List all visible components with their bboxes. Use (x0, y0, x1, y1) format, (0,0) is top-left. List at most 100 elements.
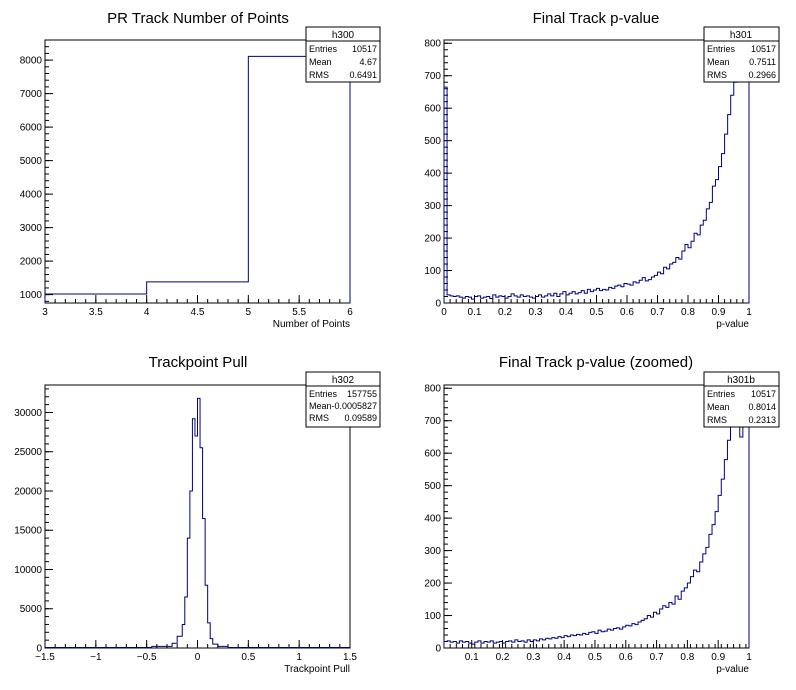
y-tick-label: 800 (424, 384, 441, 395)
plot-frame (44, 39, 351, 304)
x-tick-label: 4 (144, 307, 150, 318)
y-axis: 0 5000 10000 15000 20000 25000 30000 (14, 388, 53, 655)
x-tick-label: 0.1 (465, 652, 479, 663)
x-tick-label: 0.7 (651, 307, 665, 318)
y-tick-label: 3000 (20, 223, 43, 234)
x-tick-label: −1.5 (35, 652, 55, 663)
x-tick-label: 1 (296, 652, 302, 663)
x-axis: 3 3.5 4 4.5 5 5.5 6 (42, 295, 353, 318)
y-tick-label: 20000 (14, 486, 42, 497)
histogram-line (443, 42, 750, 303)
x-tick-label: 0.5 (588, 652, 602, 663)
stats-box: h300 Entries 10517 Mean 4.67 RMS 0.6491 (305, 26, 381, 83)
y-tick-label: 300 (424, 201, 441, 212)
stats-entries-label: Entries (707, 44, 736, 54)
plot-frame (443, 39, 750, 304)
stats-rms-value: 0.09589 (344, 413, 377, 423)
stats-box: h301b Entries 10517 Mean 0.8014 RMS 0.23… (703, 371, 780, 428)
x-axis-label: Trackpoint Pull (284, 664, 350, 675)
x-tick-label: 0.6 (619, 652, 633, 663)
panel-h302: Trackpoint Pull −1.5 −1 −0.5 0 0.5 1 1.5 0 5000… (14, 354, 381, 675)
x-tick-label: 0.4 (559, 307, 573, 318)
y-tick-label: 700 (424, 71, 441, 82)
stats-rms-value: 0.6491 (349, 70, 377, 80)
y-tick-label: 30000 (14, 408, 42, 419)
stats-name: h302 (332, 375, 355, 386)
y-tick-label: 0 (36, 644, 42, 655)
stats-mean-value: 0.7511 (749, 57, 776, 67)
y-tick-label: 400 (424, 514, 441, 525)
stats-mean-label: Mean (309, 57, 332, 67)
x-axis: 0.1 0.2 0.3 0.4 0.5 0.6 0.7 0.8 0.9 1 (443, 640, 752, 663)
stats-rms-value: 0.2966 (748, 70, 776, 80)
stats-entries-value: 10517 (751, 389, 776, 399)
y-tick-label: 300 (424, 546, 441, 557)
stats-frame (703, 371, 780, 428)
chart-title: Final Track p-value (533, 10, 660, 27)
y-tick-label: 15000 (14, 526, 42, 537)
x-tick-label: 0.9 (712, 307, 726, 318)
stats-box: h301 Entries 10517 Mean 0.7511 RMS 0.296… (703, 26, 780, 83)
stats-entries-label: Entries (707, 389, 736, 399)
panel-h300: PR Track Number of Points 3 3.5 4 4.5 5 5.5 6 … (20, 10, 381, 330)
x-tick-label: 0.5 (241, 652, 255, 663)
x-tick-label: 5.5 (292, 307, 306, 318)
x-axis-label: p-value (716, 664, 749, 675)
histogram-line (45, 397, 350, 649)
stats-rms-label: RMS (707, 415, 727, 425)
y-tick-label: 5000 (20, 604, 43, 615)
x-tick-label: −1 (90, 652, 102, 663)
x-tick-label: 1 (746, 307, 752, 318)
stats-name: h301b (727, 375, 755, 386)
x-tick-label: 0.1 (468, 307, 482, 318)
chart-title: Final Track p-value (zoomed) (499, 354, 693, 371)
x-tick-label: −0.5 (137, 652, 157, 663)
stats-box: h302 Entries 157755 Mean -0.0005827 RMS … (305, 371, 381, 428)
y-tick-label: 800 (424, 39, 441, 50)
y-tick-label: 500 (424, 136, 441, 147)
x-tick-label: 6 (347, 307, 353, 318)
stats-mean-value: 0.8014 (748, 402, 776, 412)
chart-title: PR Track Number of Points (107, 10, 289, 27)
x-tick-label: 0.8 (680, 652, 694, 663)
x-tick-label: 0.2 (496, 652, 510, 663)
y-tick-label: 5000 (20, 156, 43, 167)
y-tick-label: 7000 (20, 89, 43, 100)
stats-mean-label: Mean (309, 401, 332, 411)
x-tick-label: 0.3 (526, 652, 540, 663)
stats-rms-value: 0.2313 (748, 415, 776, 425)
y-tick-label: 0 (435, 299, 441, 310)
panel-h301: Final Track p-value 0 0.1 0.2 0.3 0.4 0.5 0.6 0… (424, 10, 780, 330)
x-axis-label: p-value (716, 319, 749, 330)
chart-title: Trackpoint Pull (149, 354, 248, 371)
stats-rms-label: RMS (309, 70, 329, 80)
stats-mean-value: -0.0005827 (331, 401, 377, 411)
y-tick-label: 700 (424, 416, 441, 427)
x-tick-label: 5 (246, 307, 252, 318)
x-tick-label: 1.5 (343, 652, 357, 663)
y-tick-label: 2000 (20, 257, 43, 268)
stats-entries-value: 157755 (347, 389, 377, 399)
x-tick-label: 0.9 (711, 652, 725, 663)
x-tick-label: 0.5 (590, 307, 604, 318)
stats-mean-value: 4.67 (359, 57, 377, 67)
stats-rms-label: RMS (707, 70, 727, 80)
y-tick-label: 400 (424, 169, 441, 180)
histogram-line (44, 55, 351, 303)
y-axis: 1000 2000 3000 4000 5000 6000 7000 8000 (20, 39, 53, 302)
stats-entries-label: Entries (309, 44, 338, 54)
x-tick-label: 0 (441, 307, 447, 318)
plot-frame (443, 384, 750, 649)
stats-entries-value: 10517 (352, 44, 377, 54)
y-tick-label: 100 (424, 266, 441, 277)
x-tick-label: 0.3 (529, 307, 543, 318)
y-tick-label: 600 (424, 104, 441, 115)
stats-entries-label: Entries (309, 389, 338, 399)
x-tick-label: 0 (195, 652, 201, 663)
y-tick-label: 10000 (14, 565, 42, 576)
stats-entries-value: 10517 (751, 44, 776, 54)
stats-name: h301 (730, 30, 753, 41)
y-tick-label: 4000 (20, 190, 43, 201)
stats-rms-label: RMS (309, 413, 329, 423)
